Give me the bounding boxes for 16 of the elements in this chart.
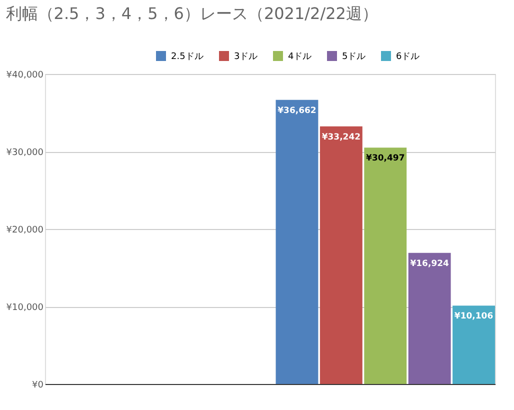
- legend-label: 5ドル: [342, 52, 366, 62]
- data-label: ¥36,662: [278, 106, 316, 116]
- chart-title: 利幅（2.5，3，4，5，6）レース（2021/2/22週）: [6, 4, 378, 23]
- y-tick-label: ¥0: [32, 380, 44, 390]
- data-label: ¥33,242: [322, 132, 361, 142]
- y-tick-label: ¥40,000: [6, 70, 44, 80]
- legend-label: 6ドル: [396, 52, 420, 62]
- data-label: ¥10,106: [454, 312, 494, 322]
- legend-label: 3ドル: [234, 52, 258, 62]
- data-label: ¥30,497: [366, 154, 405, 164]
- legend-label: 2.5ドル: [171, 52, 204, 62]
- data-label: ¥16,924: [410, 258, 450, 269]
- y-tick-label: ¥30,000: [6, 148, 44, 158]
- y-tick-label: ¥10,000: [6, 303, 44, 313]
- legend-label: 4ドル: [288, 52, 312, 62]
- y-tick-label: ¥20,000: [6, 226, 44, 236]
